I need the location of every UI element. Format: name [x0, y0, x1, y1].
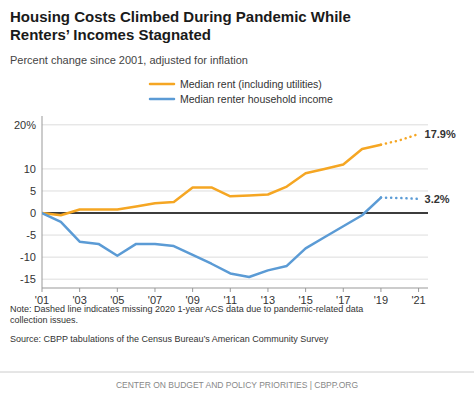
y-tick-label: 0 — [30, 207, 36, 219]
x-tick — [154, 288, 155, 292]
annotation: 17.9% — [425, 128, 456, 140]
x-tick — [380, 288, 381, 292]
x-tick — [230, 288, 231, 292]
series-line — [381, 198, 419, 199]
series-line — [381, 134, 419, 145]
x-tick — [192, 288, 193, 292]
y-tick-label: -10 — [20, 251, 36, 263]
grid-line — [42, 213, 428, 214]
grid — [42, 125, 428, 279]
grid-line — [42, 168, 428, 169]
series-line — [42, 198, 381, 277]
title: Housing Costs Climbed During Pandemic Wh… — [10, 8, 351, 43]
x-tick-label: '19 — [374, 294, 388, 306]
x-tick-label: '21 — [411, 294, 425, 306]
x-tick — [343, 288, 344, 292]
x-tick — [305, 288, 306, 292]
text-line: collection issues. — [10, 315, 78, 325]
legend-swatch — [150, 83, 174, 86]
text-line: Renters’ Incomes Stagnated — [10, 26, 211, 43]
note: Note: Dashed line indicates missing 2020… — [10, 304, 363, 325]
legend-entry: Median renter household income — [180, 93, 333, 105]
footer: CENTER ON BUDGET AND POLICY PRIORITIES |… — [116, 380, 358, 390]
grid-line — [42, 190, 428, 191]
y-tick-label: -5 — [26, 229, 36, 241]
footer-rule — [0, 372, 474, 373]
x-tick — [418, 288, 419, 292]
y-tick-label: 10 — [24, 163, 36, 175]
grid-line — [42, 279, 428, 280]
subtitle: Percent change since 2001, adjusted for … — [10, 54, 248, 66]
x-tick — [267, 288, 268, 292]
legend-entry: Median rent (including utilities) — [180, 78, 322, 90]
plot-data — [42, 134, 428, 277]
x-tick — [117, 288, 118, 292]
y-tick-label: 5 — [30, 185, 36, 197]
y-axis-line — [42, 116, 43, 288]
grid-line — [42, 257, 428, 258]
text-line: Housing Costs Climbed During Pandemic Wh… — [10, 8, 351, 25]
x-axis-line — [42, 288, 428, 289]
grid-line — [42, 235, 428, 236]
reference-line — [42, 212, 428, 214]
text-line: Note: Dashed line indicates missing 2020… — [10, 304, 363, 314]
background — [0, 0, 474, 401]
annotation: 3.2% — [425, 193, 450, 205]
x-tick — [79, 288, 80, 292]
legend-swatch — [150, 98, 174, 101]
x-tick — [42, 288, 43, 292]
chart: Housing Costs Climbed During Pandemic Wh… — [0, 0, 474, 401]
y-tick-label: -15 — [20, 273, 36, 285]
grid-line — [42, 124, 428, 125]
series-line — [42, 145, 381, 216]
y-tick-label: 20% — [14, 119, 36, 131]
source: Source: CBPP tabulations of the Census B… — [10, 334, 329, 344]
